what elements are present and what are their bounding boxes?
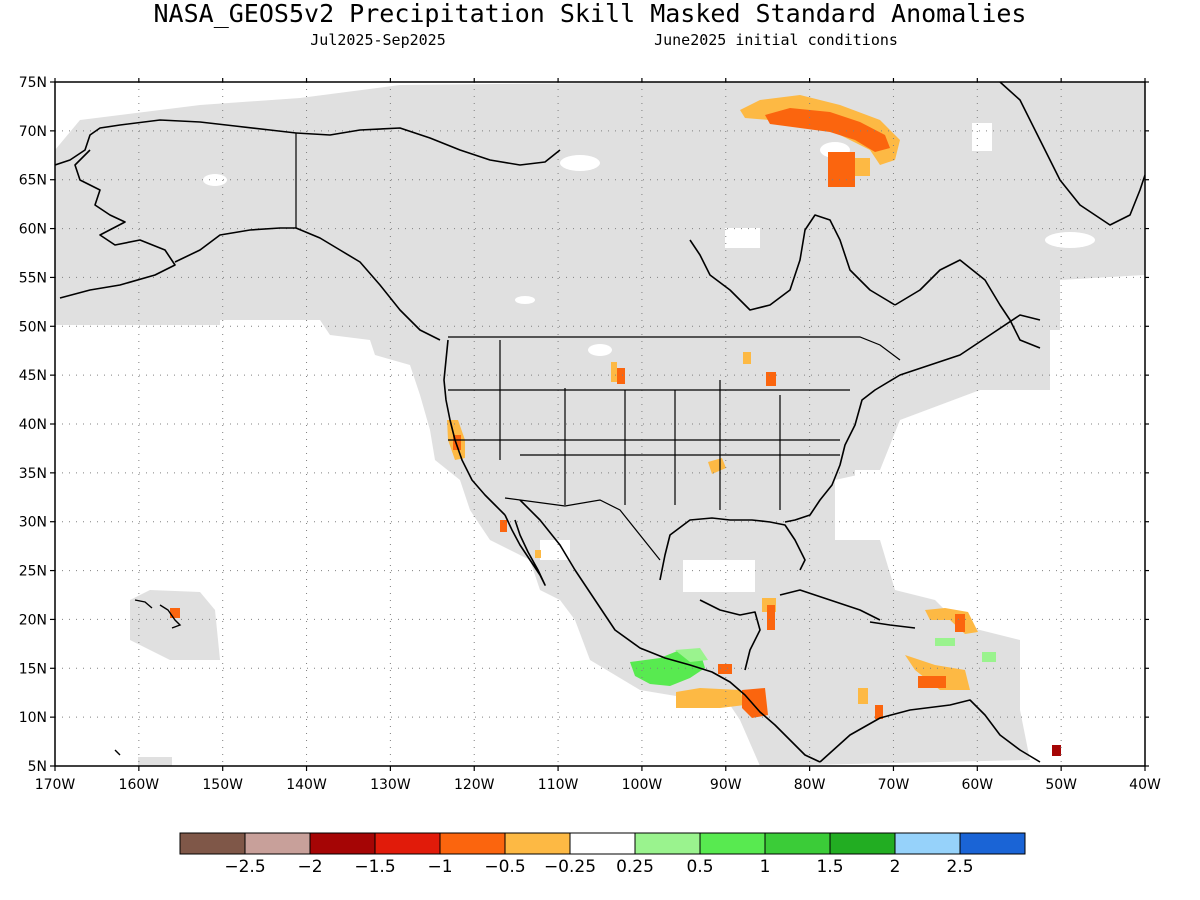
islands — [114, 599, 182, 756]
lon-tick-label: 50W — [1045, 777, 1077, 793]
border-us-canada — [448, 336, 901, 361]
lat-tick-label: 50N — [19, 319, 47, 335]
mask-hawaii — [130, 590, 220, 660]
anomaly-central-america — [742, 688, 768, 718]
initial-conditions: June2025 initial conditions — [654, 31, 898, 49]
colorbar-swatch — [699, 832, 766, 855]
anomaly-shading — [170, 95, 1061, 756]
anomaly-baffin-dark — [765, 108, 890, 152]
lon-tick-label: 120W — [454, 777, 495, 793]
coast-florida — [784, 314, 1041, 523]
coast-yucatan — [699, 599, 761, 671]
lon-tick-label: 100W — [622, 777, 663, 793]
anomaly-baja — [500, 520, 507, 532]
lat-tick-label: 75N — [19, 75, 47, 91]
colorbar-label: −0.5 — [484, 857, 525, 877]
colorbar-label: 2 — [890, 857, 901, 877]
borders — [295, 133, 901, 561]
colorbar-label: −2 — [297, 857, 322, 877]
lat-tick-label: 35N — [19, 466, 47, 482]
island-hawaii — [159, 604, 182, 629]
colorbar-label: 0.5 — [686, 857, 713, 877]
lon-tick-label: 80W — [794, 777, 826, 793]
colorbar-swatch — [439, 832, 506, 855]
colorbar-label: 1 — [760, 857, 771, 877]
colorbar-swatch — [634, 832, 701, 855]
colorbar: −2.5 −2 −1.5 −1 −0.5 −0.25 0.25 0.5 1 1.5 2 2.5 — [179, 832, 1026, 877]
lon-tick-label: 150W — [202, 777, 243, 793]
lat-tick-label: 55N — [19, 270, 47, 286]
anomaly-hawaii — [170, 608, 180, 618]
coast-mexico-west — [519, 499, 821, 763]
colorbar-label: −2.5 — [224, 857, 265, 877]
colorbar-swatch — [504, 832, 571, 855]
lon-tick-label: 170W — [35, 777, 76, 793]
anomaly-south-dakota — [617, 368, 625, 384]
lon-tick-label: 90W — [710, 777, 742, 793]
lat-tick-label: 10N — [19, 710, 47, 726]
border-us-mexico — [504, 497, 661, 561]
lon-tick-label: 110W — [538, 777, 579, 793]
coast-south-america — [819, 699, 1041, 763]
colorbar-swatch — [764, 832, 831, 855]
colorbar-label: −1.5 — [354, 857, 395, 877]
mask-greenland-east — [1080, 195, 1145, 275]
anomaly-atlantic — [1052, 745, 1061, 756]
anomaly-baffin-south — [828, 152, 855, 187]
colorbar-label: 0.25 — [616, 857, 654, 877]
lat-tick-label: 70N — [19, 124, 47, 140]
colorbar-label: −0.25 — [544, 857, 596, 877]
lon-tick-label: 140W — [286, 777, 327, 793]
coast-baja — [504, 514, 546, 586]
lat-tick-label: 20N — [19, 612, 47, 628]
mask-canada-alaska — [55, 82, 1145, 766]
colorbar-swatch — [179, 832, 246, 855]
map-title: NASA_GEOS5v2 Precipitation Skill Masked … — [154, 0, 1027, 28]
coast-labrador — [894, 259, 1041, 349]
lat-tick-label: 25N — [19, 564, 47, 580]
lat-tick-label: 60N — [19, 222, 47, 238]
colorbar-swatch — [244, 832, 311, 855]
colorbar-label: 2.5 — [946, 857, 973, 877]
lat-tick-label: 40N — [19, 417, 47, 433]
forecast-period: Jul2025-Sep2025 — [310, 31, 445, 49]
lat-tick-label: 30N — [19, 515, 47, 531]
colorbar-swatch — [569, 832, 636, 855]
lat-tick-label: 5N — [28, 759, 47, 775]
anomaly-caribbean — [905, 655, 970, 690]
axes: 170W 160W 150W 140W 130W 120W 110W 100W 90W 80W 70… — [19, 75, 1161, 793]
plot-area — [55, 82, 1145, 766]
colorbar-swatch — [959, 832, 1026, 855]
lat-tick-label: 45N — [19, 368, 47, 384]
lon-tick-label: 70W — [878, 777, 910, 793]
lon-tick-label: 60W — [961, 777, 993, 793]
lat-tick-label: 15N — [19, 661, 47, 677]
colorbar-swatch — [309, 832, 376, 855]
coast-hispaniola — [869, 621, 916, 629]
lon-tick-label: 130W — [370, 777, 411, 793]
coast-cuba — [779, 589, 881, 621]
colorbar-label: −1 — [427, 857, 452, 877]
colorbar-swatch — [374, 832, 441, 855]
anomaly-tehuantepec — [676, 688, 745, 708]
coast-gulf-mexico — [659, 517, 806, 581]
coast-arctic-canada — [295, 127, 561, 166]
lon-tick-label: 160W — [119, 777, 160, 793]
coast-alaska-south — [174, 227, 441, 341]
anomaly-arkansas — [708, 458, 726, 474]
lon-tick-label: 40W — [1129, 777, 1161, 793]
mask-gaps — [203, 123, 1095, 592]
colorbar-label: 1.5 — [816, 857, 843, 877]
anomaly-michigan — [766, 372, 776, 386]
coast-hudson-bay — [689, 214, 896, 311]
colorbar-swatch — [829, 832, 896, 855]
colorbar-swatch — [894, 832, 961, 855]
coast-greenland — [999, 82, 1145, 226]
mask-small-pacific — [138, 757, 172, 766]
coast-alaska-west — [59, 149, 176, 299]
lat-tick-label: 65N — [19, 173, 47, 189]
coast-alaska-north — [55, 119, 297, 166]
